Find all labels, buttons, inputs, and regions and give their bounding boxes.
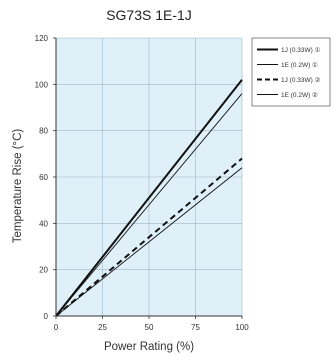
series-line-1 [55,79,243,317]
y-tick-label: 80 [39,127,48,136]
x-axis-label: Power Rating (%) [104,341,194,353]
y-tick-label: 60 [39,173,48,182]
x-tick-label: 100 [235,323,249,332]
legend-label: 1E (0.2W) ② [281,91,318,99]
y-tick-label: 40 [39,219,48,228]
series-line-2 [55,93,243,317]
legend: 1J (0.33W) ① 1E (0.2W) ① 1J (0.33W) ② 1E (0… [251,37,331,107]
chart-title: SG73S 1E-1J [106,7,192,23]
y-tick-label: 0 [44,312,49,321]
y-tick-label: 120 [35,34,49,43]
legend-label: 1J (0.33W) ② [281,76,321,84]
series-line-4 [55,167,243,317]
legend-label: 1E (0.2W) ① [281,61,318,69]
axes [55,38,242,317]
axis-ticks: 0 25 50 75 100 0 20 40 60 80 100 120 [35,34,250,332]
series-lines [55,79,243,317]
y-axis-label: Temperature Rise (°C) [12,129,24,244]
x-tick-label: 50 [145,323,154,332]
y-tick-label: 20 [39,266,48,275]
x-tick-label: 75 [191,323,200,332]
x-tick-label: 0 [54,323,59,332]
y-tick-label: 100 [35,80,49,89]
x-tick-label: 25 [98,323,107,332]
legend-label: 1J (0.33W) ① [281,46,321,54]
series-line-3 [55,157,243,317]
